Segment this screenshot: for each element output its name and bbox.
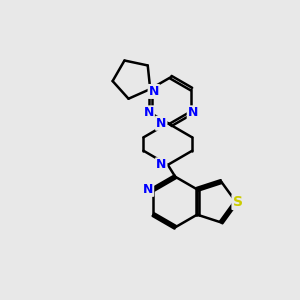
Text: N: N bbox=[188, 106, 198, 119]
Text: N: N bbox=[143, 106, 154, 119]
Text: S: S bbox=[232, 195, 242, 209]
Text: N: N bbox=[148, 85, 159, 98]
Text: N: N bbox=[156, 158, 166, 171]
Text: N: N bbox=[143, 183, 153, 196]
Text: N: N bbox=[156, 117, 166, 130]
